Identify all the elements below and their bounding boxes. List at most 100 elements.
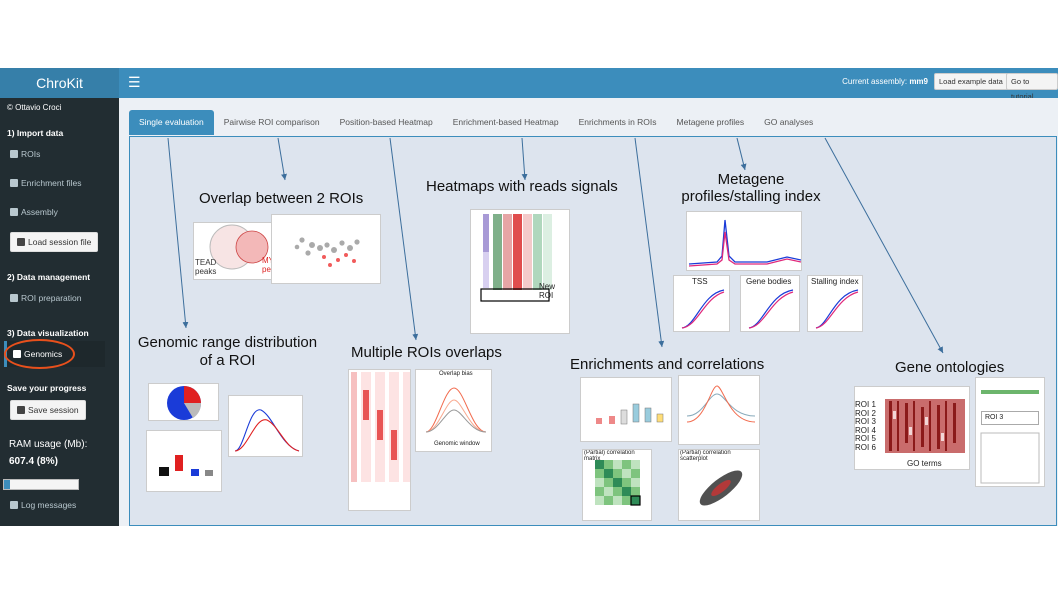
ram-usage-fill (4, 480, 10, 489)
go-roi-label: ROI 4 (855, 425, 876, 435)
tab-enrichments-in-rois[interactable]: Enrichments in ROIs (578, 117, 657, 127)
tab-bar: Single evaluation Pairwise ROI compariso… (129, 110, 823, 135)
go-heatmap-svg (885, 399, 965, 453)
label-multiple-rois: Multiple ROIs overlaps (351, 344, 502, 361)
go-roi-label: ROI 2 (855, 408, 876, 418)
scatter-svg (294, 237, 360, 267)
correlation-matrix-svg (595, 460, 641, 506)
scatter-thumbnail (271, 214, 381, 284)
hamburger-icon[interactable]: ☰ (128, 74, 141, 90)
load-session-button[interactable]: Load session file (10, 232, 99, 252)
sidebar-item-enrichment-files[interactable]: Enrichment files (10, 178, 81, 188)
sidebar-item-roi-preparation[interactable]: ROI preparation (10, 293, 81, 303)
file-icon (10, 150, 18, 158)
tab-metagene-profiles[interactable]: Metagene profiles (676, 117, 745, 127)
overlap-bias-svg (425, 387, 487, 433)
new-roi-label: New ROI (539, 282, 556, 300)
label-genomic-range-1: Genomic range distribution (137, 334, 318, 351)
go-heatmap-thumbnail: ROI 1 ROI 2 ROI 3 ROI 4 ROI 5 ROI 6 (854, 386, 970, 470)
app-title: ChroKit (0, 68, 119, 98)
label-metagene: Metagene profiles/stalling index (681, 171, 821, 205)
sidebar-item-rois[interactable]: ROIs (10, 149, 40, 159)
download-icon (17, 406, 25, 414)
sidebar-item-assembly[interactable]: Assembly (10, 207, 58, 217)
correlation-scatter-thumbnail: (Partial) correlation scatterplot (678, 449, 760, 521)
pie-thumbnail (148, 383, 219, 421)
stalling-svg (815, 289, 859, 329)
go-roi-select[interactable]: ROI 3 (981, 411, 1039, 425)
gene-bodies-svg (748, 289, 794, 329)
go-terms-label: GO terms (907, 459, 942, 468)
label-overlap-two-rois: Overlap between 2 ROIs (199, 190, 364, 207)
overlap-bias-title: Overlap bias (439, 371, 473, 377)
sidebar: ChroKit © Ottavio Croci 1) Import data R… (0, 68, 119, 526)
gene-bodies-label: Gene bodies (746, 277, 792, 286)
sidebar-item-label: Enrichment files (21, 178, 82, 188)
density-svg (234, 409, 300, 452)
tutorial-button[interactable]: Go to tutorial (1006, 73, 1058, 101)
tab-position-heatmap[interactable]: Position-based Heatmap (339, 117, 433, 127)
enrichment-profile-svg (686, 385, 756, 423)
tss-svg (681, 289, 725, 329)
go-roi-label: ROI 6 (855, 442, 876, 452)
save-session-label: Save session (28, 405, 79, 415)
overlap-bias-thumbnail: Overlap bias Genomic window (415, 369, 492, 452)
main-content: Single evaluation Pairwise ROI compariso… (119, 98, 1058, 526)
correlation-scatter-svg (699, 470, 743, 506)
assembly-label: Current assembly: (842, 77, 908, 86)
heatmap-thumbnail: New ROI (470, 209, 570, 334)
gene-bodies-plot-thumbnail: Gene bodies (740, 275, 800, 332)
database-icon (10, 208, 18, 216)
file-icon (10, 179, 18, 187)
save-session-button[interactable]: Save session (10, 400, 86, 420)
tab-pairwise-roi-comparison[interactable]: Pairwise ROI comparison (223, 117, 320, 127)
section-data-visualization: 3) Data visualization (7, 328, 89, 338)
metagene-svg (688, 219, 801, 267)
wrench-icon (10, 294, 18, 302)
enrichment-boxplot-svg (596, 403, 664, 425)
current-assembly: Current assembly: mm9 (842, 77, 928, 86)
venn-svg (209, 224, 269, 270)
go-roi-label: ROI 3 (855, 417, 876, 427)
overlaps-grid-svg (351, 372, 410, 482)
correlation-scatter-title: (Partial) correlation scatterplot (680, 450, 731, 462)
boxplot-svg (159, 455, 213, 476)
label-heatmaps: Heatmaps with reads signals (426, 178, 618, 195)
boxplot-thumbnail (146, 430, 222, 492)
load-session-label: Load session file (28, 237, 92, 247)
tab-go-analyses[interactable]: GO analyses (764, 117, 814, 127)
label-genomic-range-2: of a ROI (199, 352, 256, 369)
header-bar: ☰ Current assembly: mm9 Load example dat… (119, 68, 1058, 101)
tss-label: TSS (692, 277, 708, 286)
tab-panel: Overlap between 2 ROIs Heatmaps with rea… (129, 136, 1057, 526)
sidebar-item-label: ROIs (21, 149, 41, 159)
heatmap-svg (480, 214, 552, 302)
pie-svg (167, 386, 202, 420)
label-gene-ontologies: Gene ontologies (895, 359, 1005, 376)
highlight-ring (4, 339, 75, 369)
venn-diagram-thumbnail: TEAD peaks MYC peaks (193, 222, 285, 280)
sidebar-item-label: Log messages (21, 500, 77, 510)
tss-plot-thumbnail: TSS (673, 275, 730, 332)
tab-single-evaluation[interactable]: Single evaluation (129, 110, 214, 135)
label-enrichments: Enrichments and correlations (570, 356, 765, 373)
go-roi-list: ROI 1 ROI 2 ROI 3 ROI 4 ROI 5 ROI 6 (855, 400, 876, 453)
assembly-value: mm9 (909, 77, 928, 86)
app-root: ChroKit © Ottavio Croci 1) Import data R… (0, 68, 1058, 526)
sidebar-item-label: Assembly (21, 207, 58, 217)
section-save-progress: Save your progress (7, 383, 87, 393)
venn-left-label: TEAD peaks (195, 258, 217, 276)
copyright: © Ottavio Croci (7, 103, 62, 112)
go-side-panel-thumbnail: ROI 3 (975, 377, 1045, 487)
go-roi-label: ROI 1 (855, 400, 876, 409)
section-data-management: 2) Data management (7, 272, 91, 282)
go-roi-label: ROI 5 (855, 434, 876, 444)
load-example-data-button[interactable]: Load example data (934, 73, 1008, 90)
tab-enrichment-heatmap[interactable]: Enrichment-based Heatmap (452, 117, 559, 127)
enrichment-profile-thumbnail (678, 375, 760, 445)
sidebar-item-label: ROI preparation (21, 293, 82, 303)
message-icon (10, 501, 18, 509)
correlation-matrix-thumbnail: (Partial) correlation matrix (582, 449, 652, 521)
sidebar-item-log-messages[interactable]: Log messages (10, 500, 76, 510)
genomic-window-label: Genomic window (434, 441, 480, 447)
